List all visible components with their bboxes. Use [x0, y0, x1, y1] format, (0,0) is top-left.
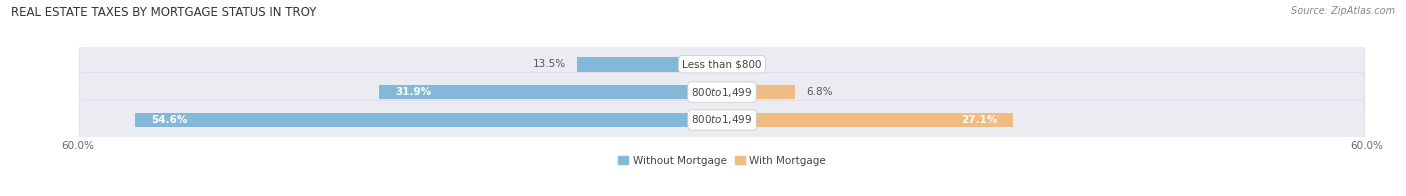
- FancyBboxPatch shape: [80, 72, 1364, 112]
- Bar: [576, 57, 723, 72]
- Text: 31.9%: 31.9%: [395, 87, 432, 97]
- Bar: [723, 85, 794, 99]
- FancyBboxPatch shape: [80, 44, 1364, 84]
- Text: REAL ESTATE TAXES BY MORTGAGE STATUS IN TROY: REAL ESTATE TAXES BY MORTGAGE STATUS IN …: [11, 6, 316, 19]
- Text: $800 to $1,499: $800 to $1,499: [692, 86, 752, 99]
- Bar: [380, 85, 723, 99]
- Text: 27.1%: 27.1%: [960, 115, 997, 125]
- Text: $800 to $1,499: $800 to $1,499: [692, 113, 752, 126]
- Bar: [135, 113, 723, 127]
- Text: 0.0%: 0.0%: [733, 59, 759, 69]
- FancyBboxPatch shape: [80, 100, 1364, 140]
- Legend: Without Mortgage, With Mortgage: Without Mortgage, With Mortgage: [614, 152, 830, 170]
- Text: 13.5%: 13.5%: [533, 59, 567, 69]
- Text: Less than $800: Less than $800: [682, 59, 762, 69]
- Text: 54.6%: 54.6%: [152, 115, 188, 125]
- Text: Source: ZipAtlas.com: Source: ZipAtlas.com: [1291, 6, 1395, 16]
- Bar: [723, 113, 1014, 127]
- Text: 6.8%: 6.8%: [806, 87, 832, 97]
